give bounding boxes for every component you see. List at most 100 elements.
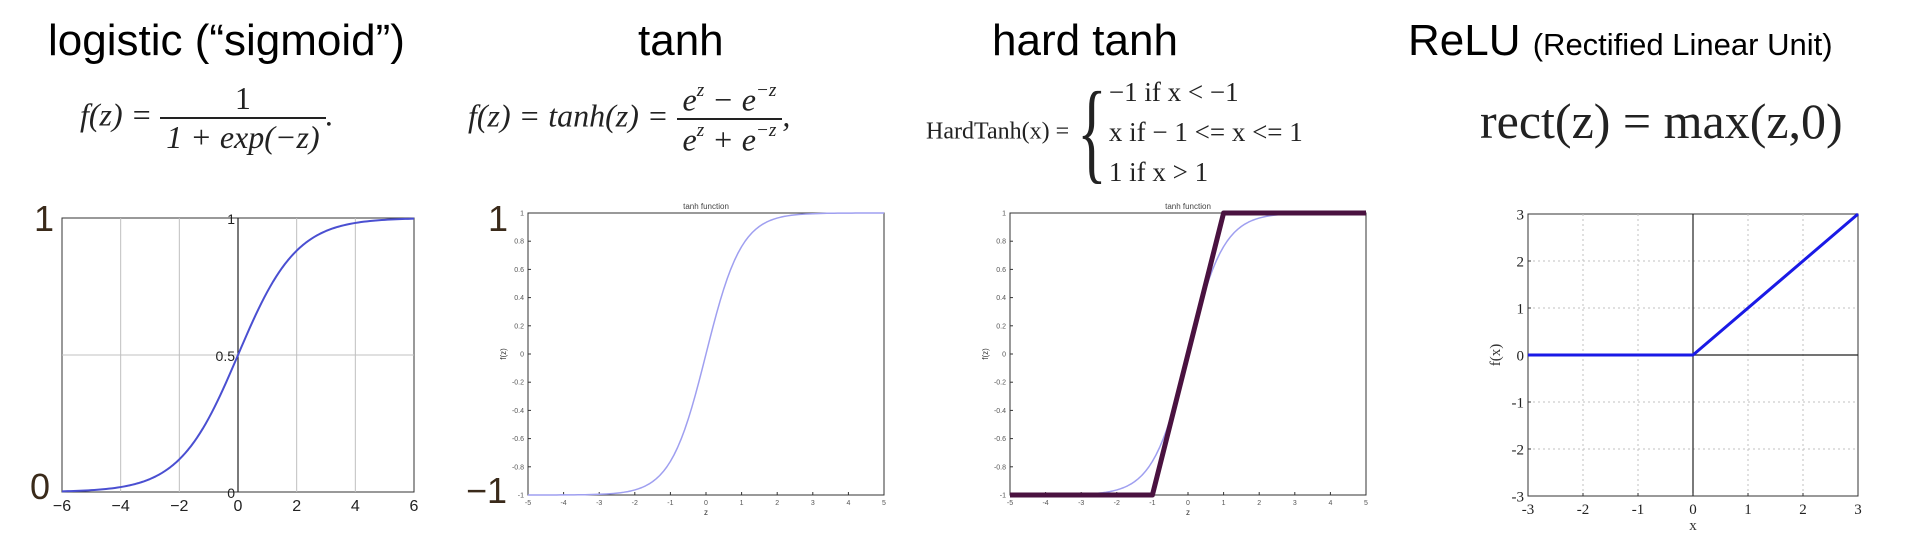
tanh-num-op: − e xyxy=(704,81,756,118)
hardtanh-y-tick-label-10: 1 xyxy=(1002,210,1006,217)
hardtanh-x-tick-label-2: -3 xyxy=(1078,500,1084,507)
relu-x-tick-label-4: 1 xyxy=(1744,502,1752,518)
tanh-formula-numerator: ez − e−z xyxy=(676,80,783,121)
tanh-formula-lhs: f(z) = tanh(z) = xyxy=(468,97,677,134)
hardtanh-y-tick-label-2: -0.6 xyxy=(994,436,1006,443)
hardtanh-x-tick-label-4: -1 xyxy=(1149,500,1155,507)
hardtanh-y-tick-label-5: 0 xyxy=(1002,351,1006,358)
tanh-y-axis-label: f(z) xyxy=(499,348,508,360)
relu-x-tick-label-5: 2 xyxy=(1799,502,1807,518)
tanh-x-tick-label-1: -4 xyxy=(560,500,566,507)
hardtanh-x-tick-label-5: 0 xyxy=(1186,500,1190,507)
tanh-x-tick-label-5: 0 xyxy=(704,500,708,507)
tanh-y-tick-label-10: 1 xyxy=(520,210,524,217)
logistic-y-tick-label-2: 1 xyxy=(227,211,235,227)
tanh-formula-fraction: ez − e−z ez + e−z xyxy=(676,80,783,159)
tanh-num-sup2: −z xyxy=(755,80,777,101)
hardtanh-x-tick-label-6: 1 xyxy=(1222,500,1226,507)
hardtanh-case-3: 1 if x > 1 xyxy=(1108,157,1209,187)
hardtanh-y-tick-label-9: 0.8 xyxy=(996,239,1006,246)
tanh-x-tick-label-8: 3 xyxy=(811,500,815,507)
tanh-y-tick-label-6: 0.2 xyxy=(514,323,524,330)
hardtanh-x-tick-label-8: 3 xyxy=(1293,500,1297,507)
logistic-formula-numerator: 1 xyxy=(160,80,326,119)
relu-formula-text: rect(z) = max(z,0) xyxy=(1480,93,1843,149)
tanh-x-tick-label-4: -1 xyxy=(667,500,673,507)
relu-title-subtitle: (Rectified Linear Unit) xyxy=(1532,27,1833,62)
logistic-x-tick-label-4: 2 xyxy=(292,498,301,515)
relu-x-tick-label-2: -1 xyxy=(1632,502,1645,518)
hardtanh-x-axis-label: z xyxy=(1186,508,1190,517)
hardtanh-y-tick-label-8: 0.6 xyxy=(996,267,1006,274)
hardtanh-x-tick-label-9: 4 xyxy=(1328,500,1332,507)
hardtanh-x-tick-label-1: -4 xyxy=(1042,500,1048,507)
hardtanh-y-tick-label-7: 0.4 xyxy=(996,295,1006,302)
hardtanh-case-1: −1 if x < −1 xyxy=(1108,77,1239,107)
tanh-formula: f(z) = tanh(z) = ez − e−z ez + e−z, xyxy=(468,80,790,159)
logistic-x-tick-label-1: −4 xyxy=(112,498,130,515)
hardtanh-x-tick-label-0: -5 xyxy=(1007,500,1013,507)
logistic-y-tick-label-1: 0.5 xyxy=(216,348,236,364)
tanh-y-tick-label-2: -0.6 xyxy=(512,436,524,443)
relu-y-tick-label-4: 1 xyxy=(1517,301,1525,317)
hardtanh-case-2: x if − 1 <= x <= 1 xyxy=(1108,117,1303,147)
tanh-chart-title: tanh function xyxy=(683,202,729,211)
tanh-x-tick-label-6: 1 xyxy=(740,500,744,507)
tanh-y-tick-label-5: 0 xyxy=(520,351,524,358)
relu-formula: rect(z) = max(z,0) xyxy=(1480,92,1843,150)
hardtanh-formula-cases: −1 if x < −1 x if − 1 <= x <= 1 1 if x > 1 xyxy=(1109,72,1303,192)
relu-x-axis-label: x xyxy=(1689,518,1697,534)
relu-title: ReLU (Rectified Linear Unit) xyxy=(1408,16,1833,66)
hardtanh-chart-title: tanh function xyxy=(1165,202,1211,211)
tanh-x-tick-label-10: 5 xyxy=(882,500,886,507)
tanh-x-tick-label-3: -2 xyxy=(632,500,638,507)
hardtanh-title: hard tanh xyxy=(992,16,1178,65)
tanh-y-tick-label-4: -0.2 xyxy=(512,380,524,387)
hardtanh-formula: HardTanh(x) = {−1 if x < −1 x if − 1 <= x… xyxy=(926,72,1303,192)
tanh-series-tanh-line xyxy=(527,212,885,496)
relu-x-tick-label-6: 3 xyxy=(1854,502,1862,518)
tanh-y-tick-label-0: -1 xyxy=(518,492,524,499)
tanh-x-axis-label: z xyxy=(704,508,708,517)
logistic-x-tick-label-2: −2 xyxy=(170,498,188,515)
logistic-big-label-1: 1 xyxy=(34,198,55,239)
logistic-formula-end: . xyxy=(325,96,334,133)
tanh-formula-end: , xyxy=(782,97,791,134)
hardtanh-y-tick-label-6: 0.2 xyxy=(996,323,1006,330)
logistic-title: logistic (“sigmoid”) xyxy=(48,16,405,65)
tanh-y-tick-label-8: 0.6 xyxy=(514,267,524,274)
tanh-formula-denominator: ez + e−z xyxy=(677,120,783,158)
logistic-x-tick-label-6: 6 xyxy=(410,498,419,515)
relu-y-tick-label-5: 2 xyxy=(1517,254,1525,270)
hardtanh-y-tick-label-4: -0.2 xyxy=(994,380,1006,387)
relu-series-relu-line xyxy=(1528,212,1859,357)
relu-title-main: ReLU xyxy=(1408,16,1521,65)
logistic-x-tick-label-0: −6 xyxy=(53,498,71,515)
hardtanh-y-axis-label: f(z) xyxy=(981,348,990,360)
logistic-x-tick-label-3: 0 xyxy=(234,498,243,515)
hardtanh-y-tick-label-3: -0.4 xyxy=(994,408,1006,415)
hardtanh-series-hard-tanh-line xyxy=(1010,210,1366,498)
relu-y-tick-label-0: -3 xyxy=(1512,489,1525,505)
tanh-y-tick-label-7: 0.4 xyxy=(514,295,524,302)
logistic-y-tick-label-0: 0 xyxy=(227,485,235,501)
relu-y-tick-label-2: -1 xyxy=(1512,395,1525,411)
hardtanh-formula-brace: { xyxy=(1077,70,1107,194)
logistic-x-tick-label-5: 4 xyxy=(351,498,360,515)
tanh-x-tick-label-0: -5 xyxy=(525,500,531,507)
relu-x-tick-label-3: 0 xyxy=(1689,502,1697,518)
logistic-series-sigmoid-line xyxy=(61,217,415,493)
tanh-big-label-minus1: −1 xyxy=(466,470,508,511)
logistic-formula-lhs: f(z) = xyxy=(80,96,161,133)
tanh-y-tick-label-3: -0.4 xyxy=(512,408,524,415)
tanh-den-op: + e xyxy=(704,121,756,158)
hardtanh-formula-lhs: HardTanh(x) = xyxy=(926,118,1076,145)
relu-x-tick-label-0: -3 xyxy=(1522,502,1535,518)
tanh-den-sup2: −z xyxy=(755,120,777,142)
relu-y-tick-label-1: -2 xyxy=(1512,442,1525,458)
